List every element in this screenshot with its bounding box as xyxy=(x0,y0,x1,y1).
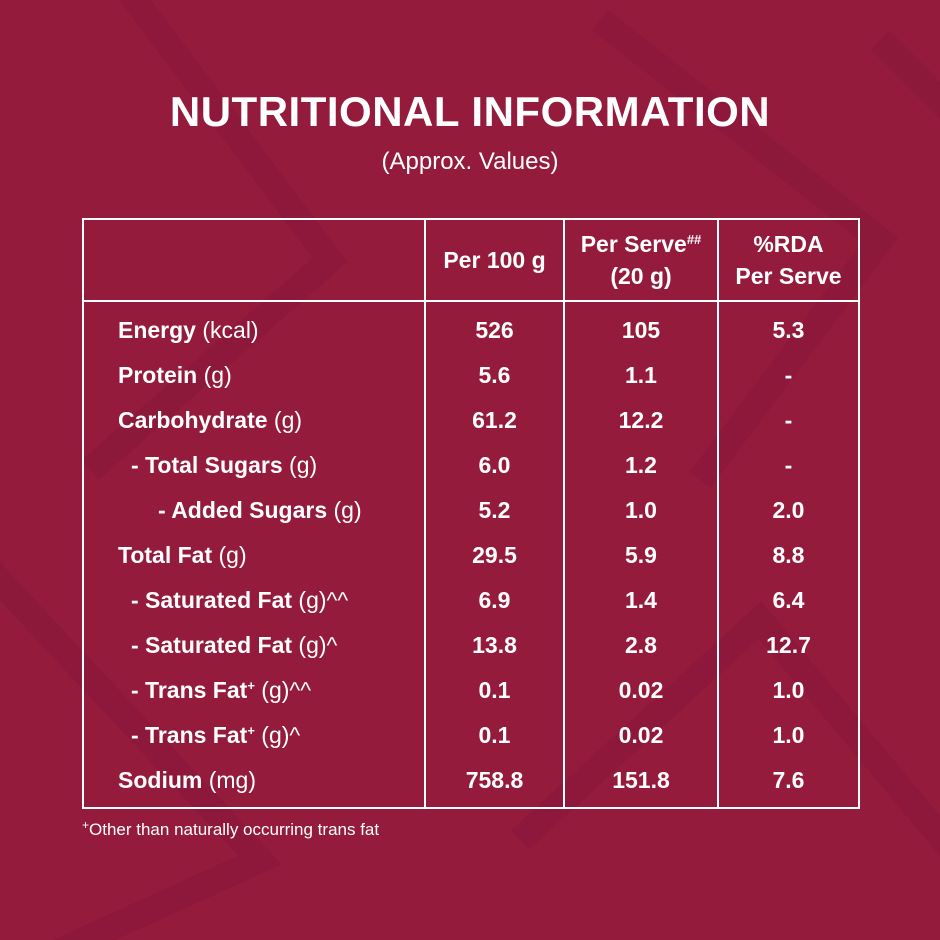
cell-rda: 7.6 xyxy=(717,758,860,809)
cell-per-100g: 5.2 xyxy=(424,488,565,533)
table-row-saturated-fat-1: - Saturated Fat (g)^^ 6.9 1.4 6.4 xyxy=(82,578,860,623)
header-row: Per 100 g Per Serve## (20 g) %RDA Per Serv… xyxy=(82,218,860,302)
cell-per-100g: 61.2 xyxy=(424,398,565,443)
cell-per-serve: 1.4 xyxy=(563,578,719,623)
cell-per-serve: 0.02 xyxy=(563,713,719,758)
cell-rda: - xyxy=(717,443,860,488)
cell-rda: 1.0 xyxy=(717,713,860,758)
row-label: Total Fat (g) xyxy=(82,533,426,578)
table-row-saturated-fat-2: - Saturated Fat (g)^ 13.8 2.8 12.7 xyxy=(82,623,860,668)
cell-per-serve: 12.2 xyxy=(563,398,719,443)
cell-rda: 5.3 xyxy=(717,301,860,353)
cell-per-serve: 151.8 xyxy=(563,758,719,809)
table-row-added-sugars: - Added Sugars (g) 5.2 1.0 2.0 xyxy=(82,488,860,533)
cell-rda: 12.7 xyxy=(717,623,860,668)
cell-per-100g: 29.5 xyxy=(424,533,565,578)
table-row-trans-fat-1: - Trans Fat+ (g)^^ 0.1 0.02 1.0 xyxy=(82,668,860,713)
row-label: Sodium (mg) xyxy=(82,758,426,809)
row-label: - Total Sugars (g) xyxy=(82,443,426,488)
table-row-total-sugars: - Total Sugars (g) 6.0 1.2 - xyxy=(82,443,860,488)
cell-per-serve: 1.1 xyxy=(563,353,719,398)
header-rda: %RDA Per Serve xyxy=(717,218,860,302)
cell-per-100g: 5.6 xyxy=(424,353,565,398)
nutrition-table: Per 100 g Per Serve## (20 g) %RDA Per Serv… xyxy=(82,218,860,809)
cell-per-100g: 0.1 xyxy=(424,713,565,758)
cell-rda: 2.0 xyxy=(717,488,860,533)
cell-per-serve: 2.8 xyxy=(563,623,719,668)
row-label: Protein (g) xyxy=(82,353,426,398)
cell-per-100g: 0.1 xyxy=(424,668,565,713)
page-subtitle: (Approx. Values) xyxy=(381,148,559,175)
cell-per-serve: 1.2 xyxy=(563,443,719,488)
row-label: Energy (kcal) xyxy=(82,301,426,353)
table-row-carbohydrate: Carbohydrate (g) 61.2 12.2 - xyxy=(82,398,860,443)
header-per-100g: Per 100 g xyxy=(424,218,565,302)
cell-rda: 8.8 xyxy=(717,533,860,578)
cell-rda: - xyxy=(717,398,860,443)
footnote: +Other than naturally occurring trans fa… xyxy=(82,818,380,839)
cell-per-serve: 5.9 xyxy=(563,533,719,578)
cell-per-serve: 0.02 xyxy=(563,668,719,713)
cell-per-serve: 105 xyxy=(563,301,719,353)
cell-rda: 6.4 xyxy=(717,578,860,623)
cell-rda: - xyxy=(717,353,860,398)
row-label: - Saturated Fat (g)^ xyxy=(82,623,426,668)
cell-rda: 1.0 xyxy=(717,668,860,713)
row-label: - Saturated Fat (g)^^ xyxy=(82,578,426,623)
row-label: - Added Sugars (g) xyxy=(82,488,426,533)
cell-per-serve: 1.0 xyxy=(563,488,719,533)
table-row-energy: Energy (kcal) 526 105 5.3 xyxy=(82,301,860,353)
table-row-protein: Protein (g) 5.6 1.1 - xyxy=(82,353,860,398)
header-per-serve: Per Serve## (20 g) xyxy=(563,218,719,302)
table-row-sodium: Sodium (mg) 758.8 151.8 7.6 xyxy=(82,758,860,809)
row-label: - Trans Fat+ (g)^ xyxy=(82,713,426,758)
header-nutrient xyxy=(82,218,426,302)
cell-per-100g: 758.8 xyxy=(424,758,565,809)
table-row-trans-fat-2: - Trans Fat+ (g)^ 0.1 0.02 1.0 xyxy=(82,713,860,758)
table-row-total-fat: Total Fat (g) 29.5 5.9 8.8 xyxy=(82,533,860,578)
row-label: - Trans Fat+ (g)^^ xyxy=(82,668,426,713)
cell-per-100g: 6.9 xyxy=(424,578,565,623)
cell-per-100g: 13.8 xyxy=(424,623,565,668)
page-title: NUTRITIONAL INFORMATION xyxy=(169,88,771,135)
row-label: Carbohydrate (g) xyxy=(82,398,426,443)
cell-per-100g: 526 xyxy=(424,301,565,353)
cell-per-100g: 6.0 xyxy=(424,443,565,488)
